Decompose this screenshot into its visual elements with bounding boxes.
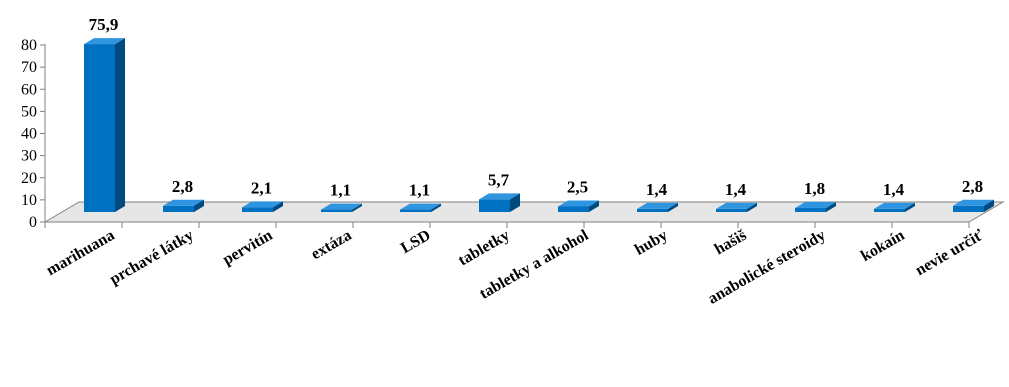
y-axis-ticks: 0 10 20 30 40 50 60 70 80 [21,37,45,231]
data-label: 2,5 [567,177,588,196]
bar-top [400,203,441,210]
bar [795,202,836,212]
bar-side [668,202,678,212]
bar [953,199,994,212]
bar-side [510,193,520,212]
bar-front [479,199,510,212]
y-tick-label: 0 [29,214,37,231]
bar [716,202,757,212]
bar-top [716,202,757,209]
data-label: 2,1 [251,178,272,197]
bar-side [747,202,757,212]
data-label: 75,9 [89,15,119,34]
y-tick-label: 40 [21,126,37,143]
bar [242,201,283,212]
x-tick-label: LSD [398,227,433,257]
data-label: 1,4 [646,180,668,199]
data-label: 1,1 [330,181,351,200]
bar-side [431,203,441,212]
bar-front [163,205,194,212]
bar-top [795,202,836,209]
data-label: 5,7 [488,170,510,189]
bar-front [874,208,905,212]
data-label: 1,1 [409,181,430,200]
data-label: 1,4 [883,180,905,199]
data-label: 1,8 [804,179,825,198]
x-tick-label: kokaín [858,227,907,265]
bar-top [163,199,204,206]
bar [321,203,362,212]
x-tick-label: nevie určiť [913,226,987,279]
bar [637,202,678,212]
bar [400,203,441,212]
bar-side [905,202,915,212]
x-tick-label: extáza [308,227,354,263]
x-tick-label: marihuana [44,227,118,280]
bar-front [84,44,115,212]
data-label: 1,4 [725,180,747,199]
bar-front [400,209,431,212]
bar-front [242,207,273,212]
bar-front [321,209,352,212]
bar-front [953,205,984,212]
bar-top [242,201,283,208]
bar [558,200,599,212]
bar-side [115,38,125,212]
data-label: 2,8 [172,177,193,196]
bar-side [352,203,362,212]
bar-side [589,200,599,212]
bar-top [558,200,599,207]
bar-top [479,193,520,200]
bar [163,199,204,212]
bar [84,38,125,212]
y-tick-label: 70 [21,59,37,76]
x-tick-label: tabletky [456,227,513,270]
bar-side [194,199,204,212]
y-tick-label: 60 [21,81,37,98]
bar-side [984,199,994,212]
bar-top [637,202,678,209]
data-label: 2,8 [962,177,983,196]
bar-top [84,38,125,45]
bar-front [558,206,589,212]
x-tick-label: hašiš [712,227,750,259]
x-tick-label: pervitín [220,227,276,269]
bars-group [84,38,994,212]
y-tick-label: 50 [21,103,37,120]
bar [479,193,520,212]
y-tick-label: 30 [21,148,37,165]
bar-front [637,208,668,212]
bar-top [874,202,915,209]
bar-top [321,203,362,210]
y-tick-label: 20 [21,170,37,187]
y-tick-label: 10 [21,192,37,209]
data-labels: 75,9 2,8 2,1 1,1 1,1 5,7 2,5 1,4 1,4 1,8 1,4 2,8 [89,15,984,199]
x-tick-label: huby [632,227,671,259]
bar [874,202,915,212]
bar-top [953,199,994,206]
x-tick-label: prchavé látky [107,227,196,288]
bar-side [826,202,836,212]
bar-front [716,208,747,212]
y-tick-label: 80 [21,37,37,54]
bar-side [273,201,283,212]
bar-front [795,208,826,212]
